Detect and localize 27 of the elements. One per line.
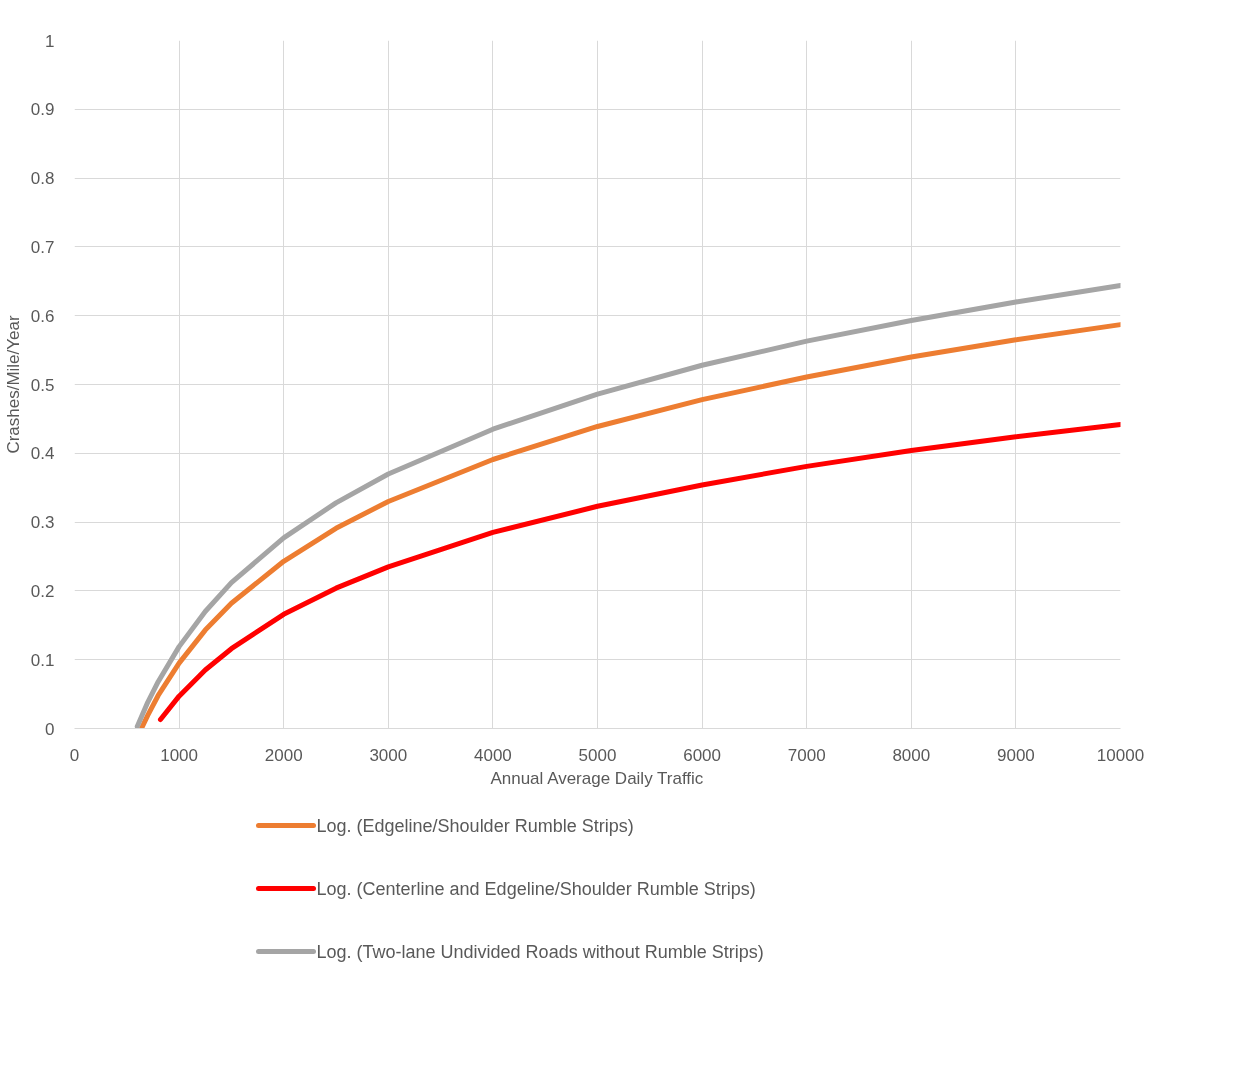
y-axis-title: Crashes/Mile/Year bbox=[3, 315, 23, 454]
y-tick-label: 0.7 bbox=[30, 237, 55, 257]
x-axis-title: Annual Average Daily Traffic bbox=[490, 768, 704, 788]
x-tick-label: 7000 bbox=[787, 745, 826, 765]
legend-label: Log. (Edgeline/Shoulder Rumble Strips) bbox=[316, 815, 634, 836]
x-tick-label: 9000 bbox=[996, 745, 1035, 765]
y-tick-label: 1 bbox=[45, 31, 55, 51]
y-tick-label: 0.5 bbox=[30, 375, 55, 395]
x-tick-label: 0 bbox=[69, 745, 80, 765]
y-tick-label: 0.2 bbox=[30, 581, 55, 601]
x-tick-label: 5000 bbox=[578, 745, 617, 765]
y-tick-label: 0.3 bbox=[30, 513, 55, 533]
x-tick-label: 6000 bbox=[683, 745, 722, 765]
y-tick-label: 0.1 bbox=[30, 650, 55, 670]
y-tick-label: 0 bbox=[45, 719, 55, 739]
y-tick-label: 0.4 bbox=[30, 444, 55, 464]
y-tick-label: 0.9 bbox=[30, 100, 55, 120]
x-tick-label: 4000 bbox=[473, 745, 512, 765]
y-tick-label: 0.6 bbox=[30, 306, 55, 326]
x-tick-label: 2000 bbox=[264, 745, 303, 765]
legend-label: Log. (Centerline and Edgeline/Shoulder Rumble Strips) bbox=[316, 878, 756, 899]
y-tick-label: 0.8 bbox=[30, 169, 55, 189]
x-tick-label: 3000 bbox=[369, 745, 408, 765]
x-tick-label: 8000 bbox=[892, 745, 931, 765]
legend-label: Log. (Two-lane Undivided Roads without Rumble Strips) bbox=[316, 941, 764, 962]
x-tick-label: 1000 bbox=[160, 745, 199, 765]
x-tick-label: 10000 bbox=[1096, 745, 1145, 765]
